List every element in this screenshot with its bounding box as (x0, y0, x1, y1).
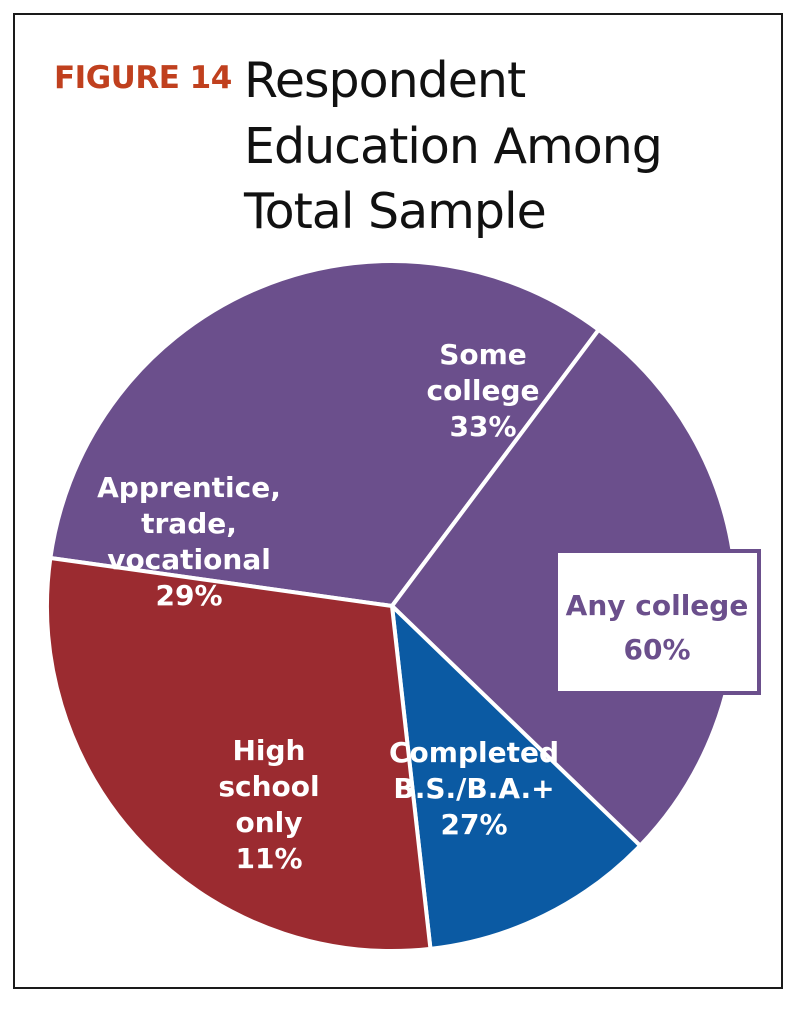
title-line-2: Education Among (244, 118, 663, 175)
pie-slice (48, 259, 601, 608)
figure-label: FIGURE 14 (54, 60, 232, 96)
slice-label: Apprentice, trade, vocational 29% (97, 471, 281, 612)
title-line-1: Respondent (244, 52, 526, 109)
pie-slice (390, 604, 643, 951)
slice-label: High school only 11% (218, 734, 319, 875)
callout-label: Any college 60% (566, 589, 749, 666)
slice-label: Some college 33% (426, 338, 539, 443)
pie-slice (45, 555, 433, 953)
slice-label: Completed B.S./B.A.+ 27% (389, 736, 559, 841)
callout-box (554, 549, 761, 695)
title-line-3: Total Sample (244, 183, 547, 240)
